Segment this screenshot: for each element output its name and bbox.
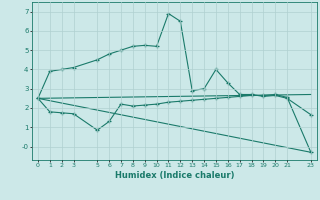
X-axis label: Humidex (Indice chaleur): Humidex (Indice chaleur) [115, 171, 234, 180]
